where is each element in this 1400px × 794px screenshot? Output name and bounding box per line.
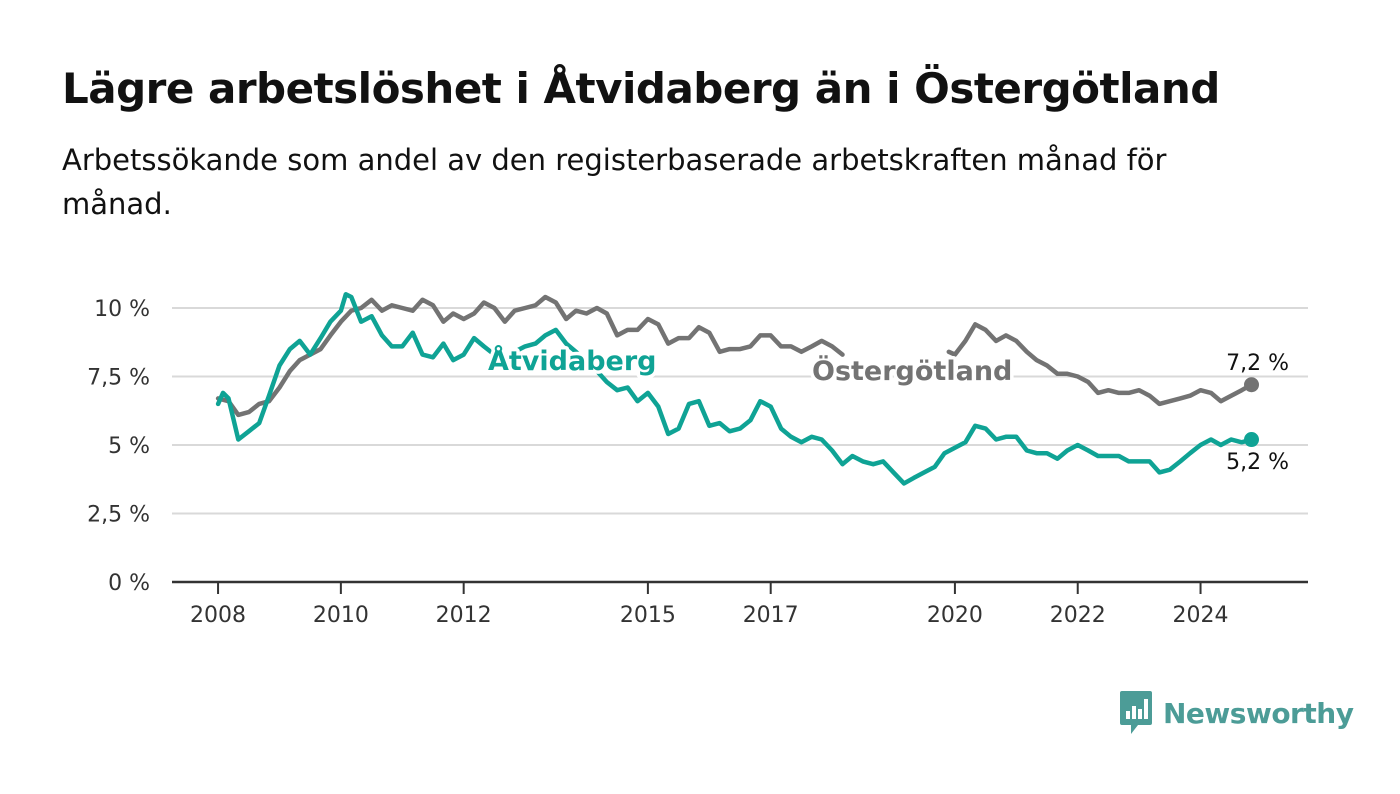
end-point-atvidaberg (1244, 432, 1260, 448)
grid-lines (172, 307, 1308, 515)
newsworthy-chart-icon (1120, 691, 1152, 734)
x-tick-label: 2017 (743, 603, 799, 628)
y-tick-label: 0 % (108, 571, 150, 596)
x-tick-label: 2010 (313, 603, 369, 628)
x-tick-label: 2020 (927, 603, 983, 628)
logo-text: Newsworthy (1163, 696, 1354, 730)
series-lines (215, 292, 1260, 486)
x-tick-label: 2015 (620, 603, 676, 628)
newsworthy-logo: Newsworthy (1119, 690, 1354, 736)
series-label-ostergotland: Östergötland (812, 354, 1012, 387)
y-tick-label: 2,5 % (87, 503, 150, 528)
x-tick-label: 2022 (1050, 603, 1106, 628)
y-tick-label: 5 % (108, 434, 150, 459)
y-axis: 0 % 2,5 % 5 % 7,5 % 10 % (87, 297, 150, 596)
chart-title: Lägre arbetslöshet i Åtvidaberg än i Öst… (62, 64, 1220, 113)
series-line-ostergotland (215, 294, 1254, 418)
end-label-atvidaberg: 5,2 % (1226, 450, 1289, 475)
x-axis: 2008 2010 2012 2015 2017 2020 2022 2024 (172, 580, 1308, 628)
x-tick-label: 2008 (190, 603, 246, 628)
y-tick-label: 7,5 % (87, 366, 150, 391)
chart-subtitle: Arbetssökande som andel av den registerb… (62, 143, 1167, 221)
x-tick-label: 2024 (1173, 603, 1229, 628)
y-tick-label: 10 % (94, 297, 150, 322)
series-line-atvidaberg (215, 292, 1254, 486)
end-point-ostergotland (1244, 377, 1260, 393)
series-label-atvidaberg: Åtvidaberg (488, 345, 657, 377)
end-label-ostergotland: 7,2 % (1226, 351, 1289, 376)
series-labels: Åtvidaberg Östergötland 7,2 % 5,2 % (485, 342, 1290, 476)
x-tick-label: 2012 (436, 603, 492, 628)
